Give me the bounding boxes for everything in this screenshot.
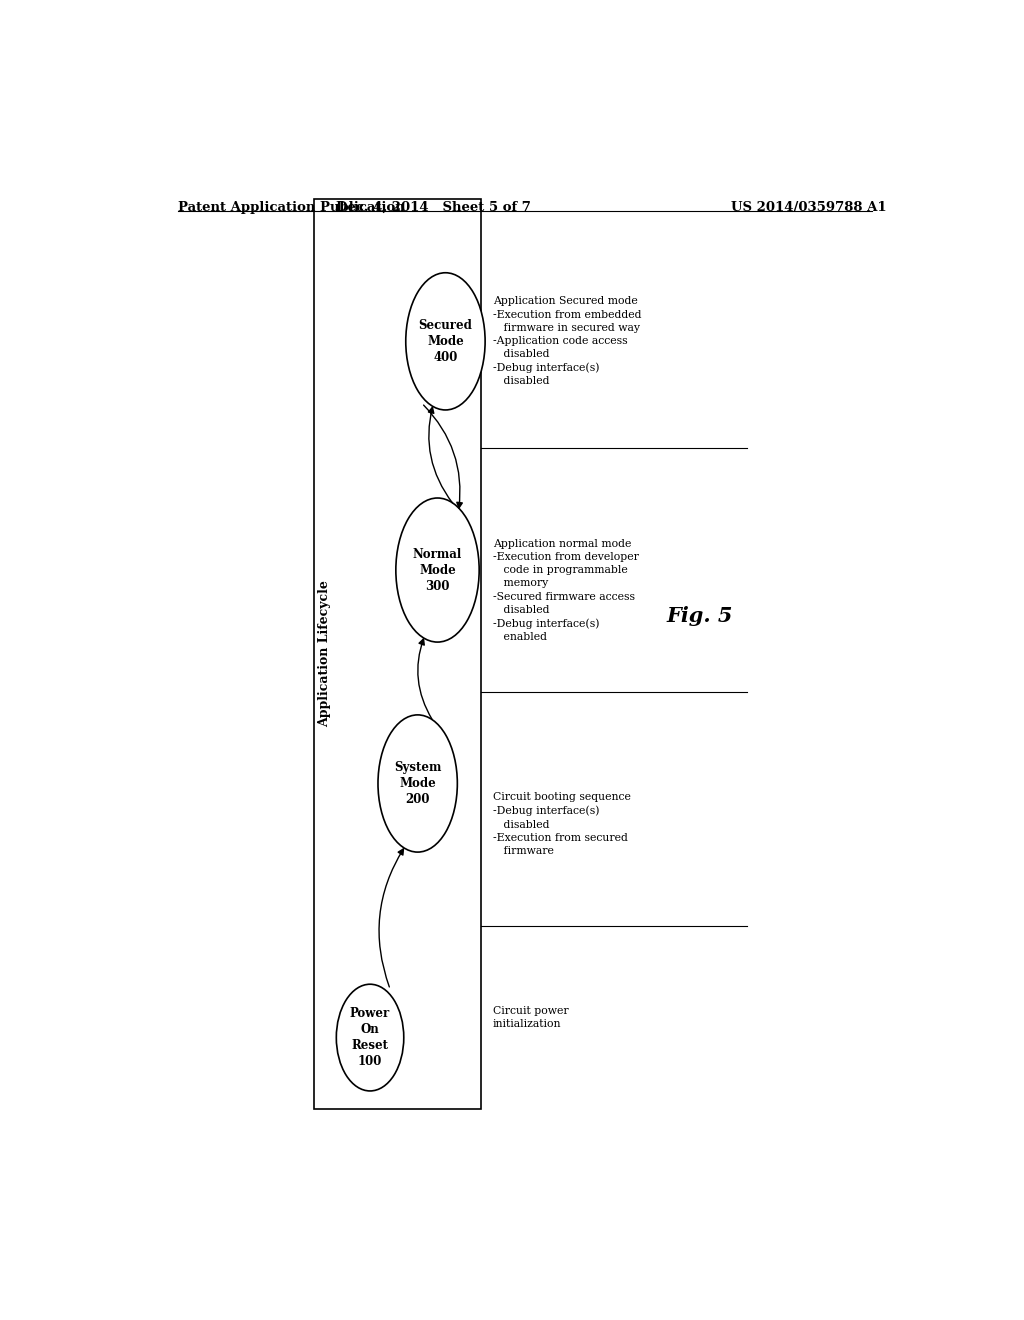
Ellipse shape <box>406 273 485 411</box>
Ellipse shape <box>336 985 403 1090</box>
Text: Normal
Mode
300: Normal Mode 300 <box>413 548 462 593</box>
Text: Application Secured mode
-Execution from embedded
   firmware in secured way
-Ap: Application Secured mode -Execution from… <box>494 297 642 387</box>
Text: Secured
Mode
400: Secured Mode 400 <box>419 319 472 364</box>
Bar <box>314 199 481 1109</box>
Text: Dec. 4, 2014   Sheet 5 of 7: Dec. 4, 2014 Sheet 5 of 7 <box>336 201 531 214</box>
Text: Application Lifecycle: Application Lifecycle <box>318 581 332 727</box>
Text: Circuit power
initialization: Circuit power initialization <box>494 1006 568 1028</box>
Text: Patent Application Publication: Patent Application Publication <box>178 201 404 214</box>
Text: Application normal mode
-Execution from developer
   code in programmable
   mem: Application normal mode -Execution from … <box>494 539 639 642</box>
Text: Circuit booting sequence
-Debug interface(s)
   disabled
-Execution from secured: Circuit booting sequence -Debug interfac… <box>494 792 631 855</box>
Ellipse shape <box>378 715 458 853</box>
Text: System
Mode
200: System Mode 200 <box>394 762 441 807</box>
Text: US 2014/0359788 A1: US 2014/0359788 A1 <box>731 201 887 214</box>
Text: Power
On
Reset
100: Power On Reset 100 <box>350 1007 390 1068</box>
Ellipse shape <box>396 498 479 642</box>
Text: Fig. 5: Fig. 5 <box>667 606 732 626</box>
